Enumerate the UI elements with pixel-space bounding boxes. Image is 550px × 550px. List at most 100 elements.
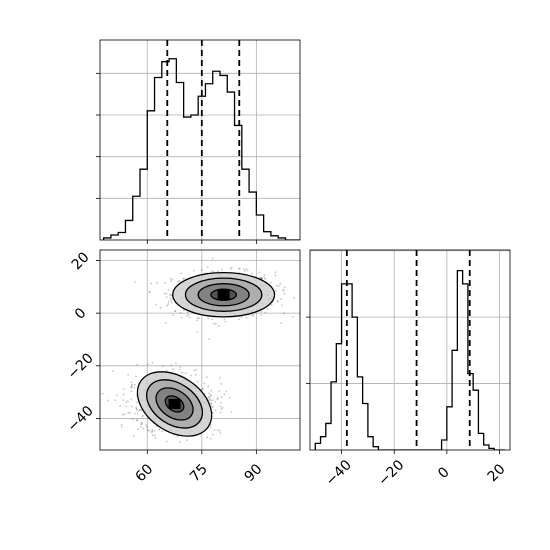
scatter-point [180, 316, 183, 319]
scatter-point [146, 425, 149, 428]
scatter-point [176, 280, 179, 283]
scatter-point [216, 398, 219, 401]
x-tick-label: 75 [187, 461, 211, 485]
scatter-point [139, 408, 142, 411]
scatter-point [238, 318, 241, 321]
scatter-point [172, 314, 174, 317]
scatter-point [246, 269, 249, 272]
x-tick-label: 60 [132, 461, 156, 485]
scatter-point [219, 405, 222, 408]
scatter-point [140, 421, 143, 424]
scatter-point [120, 423, 123, 426]
scatter-point [282, 288, 285, 291]
scatter-point [270, 304, 273, 306]
scatter-point [282, 289, 285, 292]
scatter-point [122, 393, 125, 396]
scatter-point [237, 267, 240, 270]
scatter-point [150, 282, 153, 285]
scatter-point [210, 399, 212, 402]
scatter-point [140, 409, 143, 412]
scatter-point [274, 289, 277, 292]
scatter-point [148, 430, 151, 432]
x-tick-label: 90 [242, 461, 266, 485]
scatter-point [125, 405, 128, 408]
scatter-point [172, 368, 175, 370]
scatter-point [167, 303, 170, 305]
scatter-point [207, 317, 210, 320]
scatter-point [180, 371, 183, 374]
scatter-point [216, 429, 219, 432]
scatter-point [187, 313, 190, 316]
scatter-point [153, 429, 156, 432]
scatter-point [132, 434, 135, 437]
scatter-point [165, 296, 168, 298]
scatter-point [182, 309, 185, 312]
scatter-point [170, 299, 173, 302]
scatter-point [174, 310, 177, 312]
scatter-point [264, 278, 267, 280]
scatter-point [129, 411, 132, 414]
scatter-point [130, 398, 133, 401]
scatter-point [214, 322, 217, 325]
scatter-point [165, 440, 168, 443]
scatter-point [200, 388, 203, 391]
scatter-point [245, 268, 248, 270]
scatter-point [169, 297, 172, 300]
scatter-point [251, 313, 254, 316]
scatter-point [220, 396, 223, 398]
scatter-point [151, 429, 154, 431]
scatter-point [174, 362, 177, 365]
scatter-point [125, 401, 128, 404]
scatter-point [213, 429, 216, 432]
scatter-point [170, 301, 173, 304]
scatter-point [258, 276, 261, 279]
scatter-point [221, 268, 224, 271]
scatter-point [283, 312, 286, 315]
axes-frame [99, 249, 301, 451]
scatter-point [250, 313, 252, 316]
scatter-point [184, 372, 187, 375]
scatter-point [155, 303, 158, 306]
scatter-point [121, 413, 124, 416]
scatter-point [278, 285, 280, 287]
scatter-point [159, 306, 162, 309]
scatter-point [283, 292, 286, 295]
scatter-point [145, 424, 148, 427]
scatter-point [206, 266, 209, 269]
axes-frame [309, 249, 511, 451]
scatter-point [239, 267, 241, 270]
scatter-point [130, 405, 133, 408]
scatter-point [220, 401, 222, 404]
scatter-point [164, 282, 167, 284]
scatter-point [212, 322, 215, 325]
marginal-histogram-y: −40 −20 0 20 [306, 249, 511, 489]
scatter-point [170, 364, 173, 367]
scatter-point [116, 394, 119, 397]
x-tick-label: −20 [375, 457, 407, 489]
scatter-point [169, 294, 172, 297]
scatter-point [259, 277, 262, 280]
scatter-point [136, 401, 138, 404]
scatter-point [218, 377, 221, 379]
scatter-point [279, 282, 282, 285]
scatter-point [209, 394, 212, 397]
scatter-point [219, 429, 221, 432]
scatter-point [141, 415, 144, 418]
scatter-point [135, 375, 137, 378]
scatter-point [190, 374, 192, 377]
x-tick-label: 0 [435, 464, 453, 482]
scatter-point [284, 286, 286, 289]
scatter-point [135, 419, 138, 422]
scatter-point [139, 425, 142, 428]
scatter-point [163, 292, 166, 295]
scatter-point [214, 400, 217, 403]
scatter-point [114, 399, 117, 402]
scatter-point [229, 268, 232, 270]
scatter-point [293, 296, 296, 299]
scatter-point [141, 422, 143, 425]
scatter-point [161, 430, 163, 433]
y-tick-label: −40 [65, 403, 97, 435]
scatter-point [146, 363, 149, 366]
histogram-step [102, 58, 300, 240]
